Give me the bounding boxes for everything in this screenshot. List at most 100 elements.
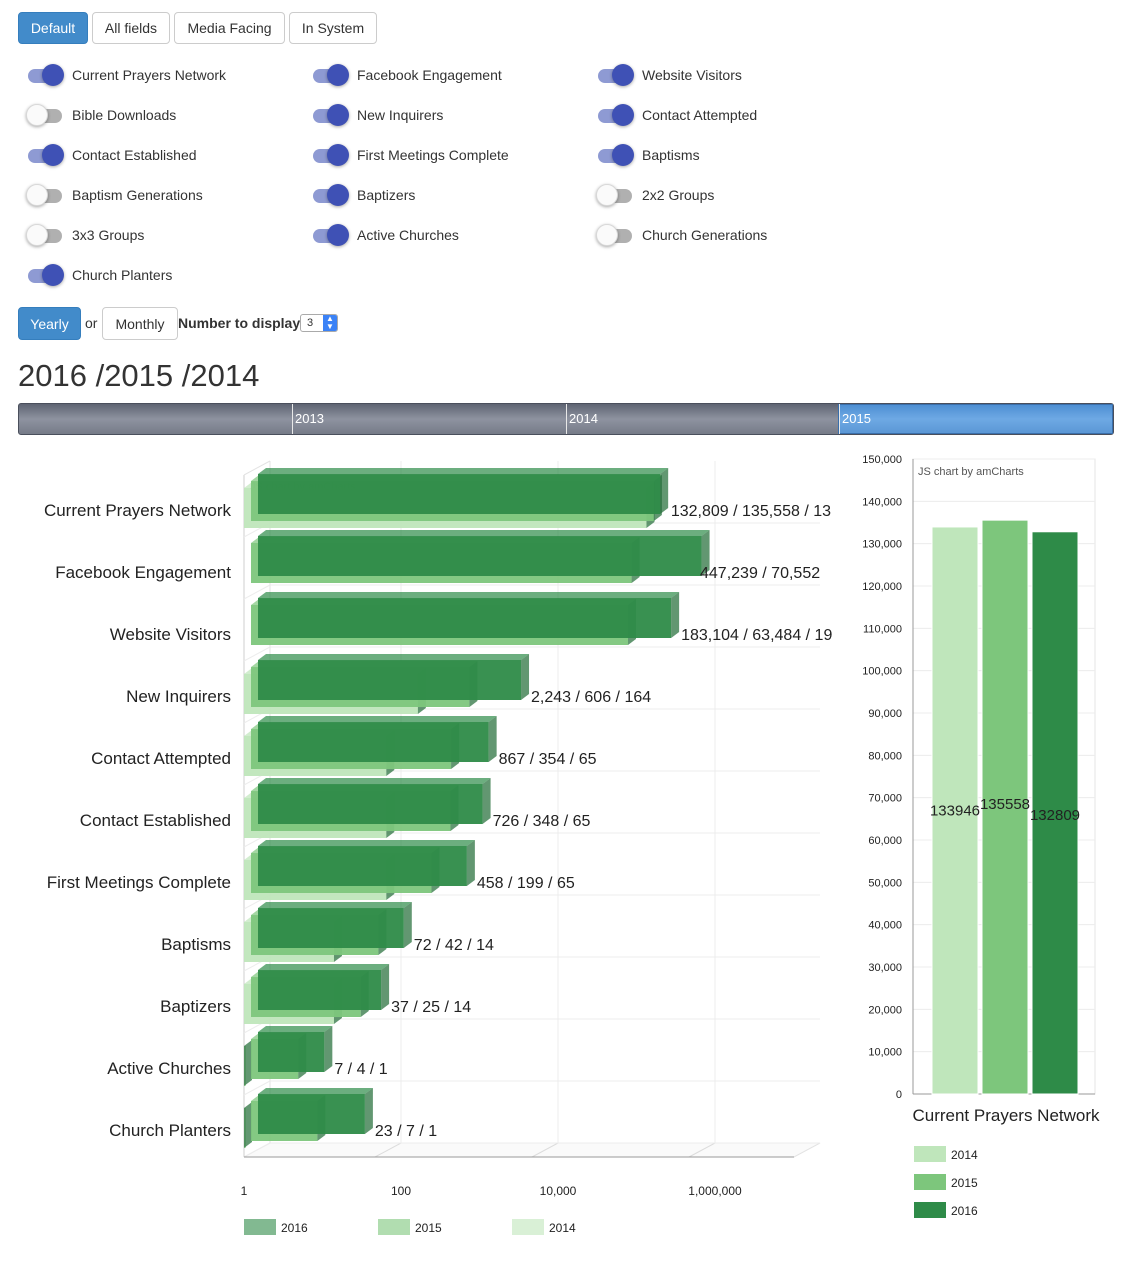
timeline-scrollbar[interactable]: 2013 2014 2015 (18, 403, 1114, 435)
category-label: Baptizers (160, 997, 231, 1016)
column-value-label: 132809 (1030, 807, 1080, 824)
grid-line (374, 1142, 402, 1158)
toggle-knob (327, 184, 349, 206)
tab-in-system[interactable]: In System (289, 12, 377, 44)
metrics-bar-chart: JS chart by amChartsCurrent Prayers Netw… (44, 440, 850, 1240)
category-label: Current Prayers Network (44, 501, 232, 520)
value-label: 7 / 4 / 1 (334, 1061, 387, 1078)
back-wall-edge (243, 460, 271, 476)
y-tick-label: 100,000 (862, 666, 902, 678)
toggle-label: Contact Attempted (642, 107, 758, 123)
toggle-knob (327, 224, 349, 246)
bar-2016-contact-attempted (258, 716, 497, 762)
toggle-label: Facebook Engagement (357, 67, 502, 83)
y-tick-label: 0 (896, 1089, 902, 1101)
toggle-label: Baptisms (642, 147, 700, 163)
bar-2016-website-visitors (258, 592, 680, 638)
value-label: 37 / 25 / 14 (391, 999, 471, 1016)
y-tick-label: 50,000 (868, 877, 902, 889)
bar-2016-baptizers (258, 964, 390, 1010)
toggle-label: Church Generations (642, 227, 768, 243)
value-label: 447,239 / 70,552 (700, 565, 820, 582)
category-label: Contact Attempted (91, 749, 231, 768)
tab-all-fields[interactable]: All fields (92, 12, 170, 44)
timeline-selection[interactable] (838, 404, 1113, 434)
y-tick-label: 40,000 (868, 920, 902, 932)
bar-2016-church-planters (258, 1088, 373, 1134)
toggle-label: Baptizers (357, 187, 416, 203)
bar-2016-active-churches (258, 1026, 333, 1072)
column-2015 (981, 519, 1029, 1095)
toggle-label: Church Planters (72, 267, 173, 283)
toggle-label: 3x3 Groups (72, 227, 145, 243)
legend-label: 2016 (951, 1204, 978, 1218)
prayers-network-column-chart: 150,000 140,000 130,000 120,000 110,000 100,0… (862, 454, 1100, 1218)
monthly-button[interactable]: Monthly (102, 307, 178, 340)
column-2014 (931, 526, 979, 1095)
value-label: 458 / 199 / 65 (477, 875, 575, 892)
chart-floor (243, 1142, 821, 1158)
bar-2016-baptisms (258, 902, 412, 948)
grid-line (243, 584, 271, 600)
category-label: Current Prayers Network (912, 1106, 1100, 1125)
toggle-knob (327, 104, 349, 126)
x-tick-label: 10,000 (540, 1184, 577, 1198)
timeline-divider (566, 404, 567, 434)
category-label: New Inquirers (126, 687, 231, 706)
category-label: Contact Established (80, 811, 231, 830)
y-tick-label: 60,000 (868, 835, 902, 847)
legend-swatch (244, 1219, 276, 1235)
category-label: Church Planters (109, 1121, 231, 1140)
legend-swatch (914, 1146, 946, 1162)
yearly-button[interactable]: Yearly (18, 307, 81, 340)
legend-label: 2015 (415, 1221, 442, 1235)
legend-swatch (914, 1174, 946, 1190)
bar-2016-contact-established (258, 778, 491, 824)
toggle-knob (26, 104, 48, 126)
toggle-knob (596, 224, 618, 246)
page-title: 2016 /2015 /2014 (18, 358, 260, 393)
chart-watermark: JS chart by amCharts (918, 466, 1024, 478)
toggle-label: 2x2 Groups (642, 187, 715, 203)
value-label: 183,104 / 63,484 / 19 (681, 627, 832, 644)
y-tick-label: 120,000 (862, 581, 902, 593)
y-tick-label: 10,000 (868, 1047, 902, 1059)
category-label: First Meetings Complete (47, 873, 231, 892)
toggle-label: Bible Downloads (72, 107, 177, 123)
value-label: 867 / 354 / 65 (499, 751, 597, 768)
tab-default[interactable]: Default (18, 12, 88, 44)
toggle-knob (42, 144, 64, 166)
toggle-label: Website Visitors (642, 67, 742, 83)
column-value-label: 133946 (930, 802, 980, 819)
grid-line (243, 1080, 271, 1096)
number-select[interactable]: 3 ▲ ▼ (300, 314, 338, 332)
number-select-value: 3 (307, 317, 314, 329)
toggle-knob (42, 64, 64, 86)
bar-2016-new-inquirers (258, 654, 530, 700)
timeline-year-label: 2015 (842, 411, 871, 426)
y-tick-label: 30,000 (868, 962, 902, 974)
bar-2014-active-churches (244, 1040, 252, 1086)
grid-line (243, 646, 271, 662)
toggle-knob (327, 144, 349, 166)
x-tick-label: 1 (241, 1184, 248, 1198)
legend-label: 2015 (951, 1176, 978, 1190)
select-arrows-icon: ▲ ▼ (323, 315, 337, 331)
value-label: 132,809 / 135,558 / 13 (671, 503, 831, 520)
tab-media-facing[interactable]: Media Facing (174, 12, 285, 44)
y-tick-label: 80,000 (868, 750, 902, 762)
y-tick-label: 140,000 (862, 496, 902, 508)
value-label: 72 / 42 / 14 (414, 937, 494, 954)
bar-2014-church-planters (244, 1102, 252, 1148)
timeline-divider (839, 404, 840, 434)
toggle-knob (612, 144, 634, 166)
category-label: Baptisms (161, 935, 231, 954)
or-label: or (85, 315, 98, 331)
legend-label: 2016 (281, 1221, 308, 1235)
toggle-label: Contact Established (72, 147, 197, 163)
timeline-year-label: 2014 (569, 411, 598, 426)
column-2016 (1031, 531, 1079, 1095)
legend-swatch (512, 1219, 544, 1235)
grid-line (243, 1142, 271, 1158)
category-label: Active Churches (107, 1059, 231, 1078)
